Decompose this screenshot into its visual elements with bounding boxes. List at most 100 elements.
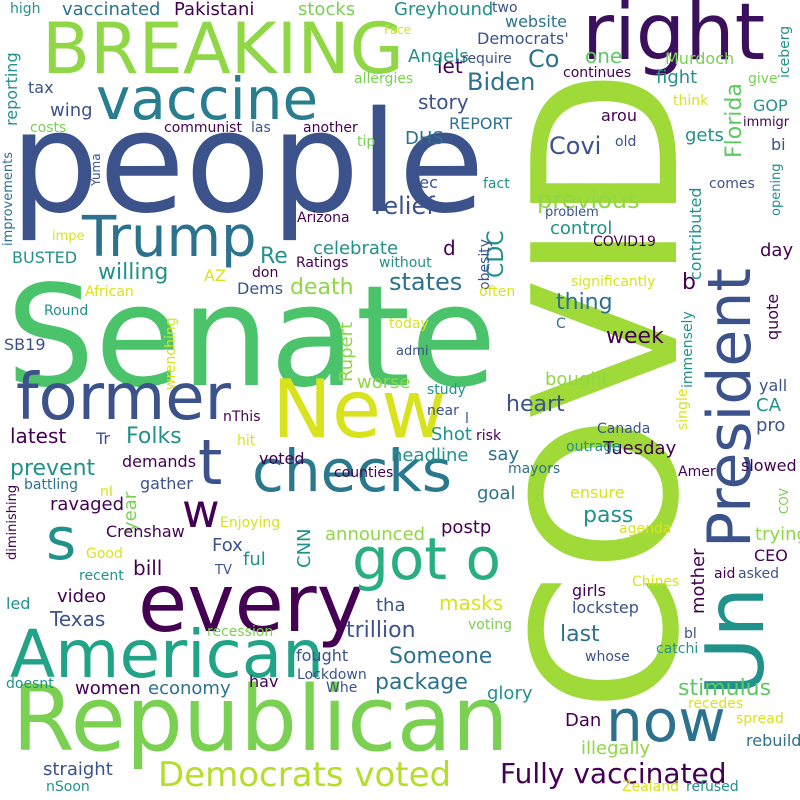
- word-cov: COV: [777, 488, 791, 514]
- word-round: Round: [44, 303, 89, 319]
- word-headline: headline: [391, 445, 469, 466]
- word-wrenching: wrenching: [163, 317, 179, 390]
- word-continues: continues: [563, 65, 632, 81]
- word-pro: pro: [756, 415, 786, 436]
- word-voted: voted: [259, 449, 305, 468]
- word-tv: TV: [215, 563, 232, 578]
- word-rupert: Rupert: [336, 321, 357, 382]
- word-women: women: [75, 678, 141, 699]
- word-refused: refused: [686, 779, 739, 795]
- word-senate: Senate: [6, 256, 497, 419]
- word-las: las: [251, 120, 271, 136]
- word-amer: Amer: [678, 464, 716, 480]
- word-got-o: got o: [352, 525, 501, 593]
- word-often: often: [479, 284, 516, 300]
- word-let: let: [437, 54, 463, 78]
- word-yall: yall: [759, 376, 788, 395]
- word-economy: economy: [148, 678, 231, 699]
- word-tr: Tr: [96, 429, 110, 448]
- word-bought: bought: [545, 369, 609, 390]
- word-mother: mother: [688, 548, 709, 615]
- word-texas: Texas: [50, 607, 106, 631]
- word-gets: gets: [685, 125, 724, 146]
- word-near: near: [427, 403, 459, 419]
- word-aid: aid: [714, 566, 736, 582]
- word-risk: risk: [476, 428, 502, 444]
- word-fully-vaccinated: Fully vaccinated: [500, 757, 727, 790]
- word-one: one: [585, 44, 623, 68]
- word-give: give: [748, 71, 778, 87]
- word-fox: Fox: [212, 535, 243, 556]
- word-now: now: [606, 687, 726, 755]
- word-week: week: [606, 324, 664, 349]
- word-ensure: ensure: [570, 483, 625, 502]
- word-sb19: SB19: [4, 335, 46, 354]
- word-vaccine: vaccine: [96, 65, 319, 133]
- word-zealand: Zealand: [622, 779, 680, 795]
- word-illegally: illegally: [581, 738, 651, 759]
- word-trying: trying: [755, 524, 800, 545]
- word-rec: rec: [413, 173, 438, 192]
- word-wing: wing: [50, 100, 93, 121]
- word-nsoon: nSoon: [46, 779, 90, 795]
- word-american: American: [10, 616, 325, 693]
- word-led: led: [6, 594, 31, 613]
- word-video: video: [57, 586, 107, 607]
- word-re: Re: [260, 244, 288, 269]
- word-yuma: Yuma: [89, 153, 103, 186]
- word-face: Face: [384, 23, 412, 37]
- word-recession: recession: [207, 624, 274, 640]
- word-comes: comes: [709, 176, 755, 192]
- word-allergies: allergies: [354, 71, 414, 87]
- word-states: states: [389, 268, 463, 296]
- word-arou: arou: [601, 106, 637, 125]
- word-ravaged: ravaged: [50, 494, 125, 515]
- word-s: s: [46, 505, 77, 573]
- word-bi: bi: [771, 135, 786, 154]
- word-masks: masks: [439, 591, 504, 615]
- word-busted: BUSTED: [12, 248, 78, 267]
- word-two: two: [492, 0, 518, 16]
- word-high: high: [10, 1, 41, 17]
- word-nthis: nThis: [223, 409, 261, 425]
- word-old: old: [615, 134, 637, 150]
- word-fact: fact: [483, 176, 510, 192]
- word-relief: relief: [374, 192, 435, 220]
- word-trump: Trump: [82, 205, 257, 270]
- word-obesity: obesity: [477, 238, 493, 290]
- word-someone: Someone: [389, 644, 493, 669]
- word-prevent: prevent: [10, 456, 96, 481]
- word-ratings: Ratings: [296, 255, 349, 271]
- word-require: require: [462, 51, 512, 67]
- word-slowed: slowed: [741, 456, 797, 475]
- word-day: day: [760, 240, 794, 261]
- word-hit: hit: [237, 433, 256, 449]
- word-democrats-voted: Democrats voted: [158, 755, 452, 795]
- word-dhs: DHS: [405, 128, 444, 149]
- word-significantly: significantly: [571, 274, 656, 290]
- word-costs: costs: [30, 120, 67, 136]
- word-breaking: BREAKING: [42, 8, 404, 90]
- word-postp: postp: [441, 517, 492, 538]
- word-say: say: [488, 444, 520, 465]
- word-communist: communist: [164, 120, 242, 136]
- word-d: d: [443, 236, 456, 260]
- word-dems: Dems: [237, 279, 284, 298]
- word-t: t: [198, 426, 223, 499]
- word-folks: Folks: [126, 424, 182, 449]
- word-tip: tip: [357, 134, 376, 150]
- word-iceberg: iceberg: [777, 25, 793, 78]
- word-reporting: reporting: [2, 52, 21, 126]
- word-biden: Biden: [467, 68, 536, 96]
- word-b: b: [682, 270, 696, 295]
- word-goal: goal: [477, 483, 516, 504]
- word-az: AZ: [204, 266, 226, 285]
- word-stimulus: stimulus: [678, 676, 772, 701]
- word-study: study: [427, 382, 466, 398]
- word-shot: Shot: [431, 424, 472, 445]
- word-problem: problem: [545, 205, 599, 220]
- word-crenshaw: Crenshaw: [106, 522, 185, 541]
- word-opening: opening: [769, 163, 784, 216]
- word-immigr: immigr: [743, 115, 790, 130]
- word-ful: ful: [243, 549, 266, 570]
